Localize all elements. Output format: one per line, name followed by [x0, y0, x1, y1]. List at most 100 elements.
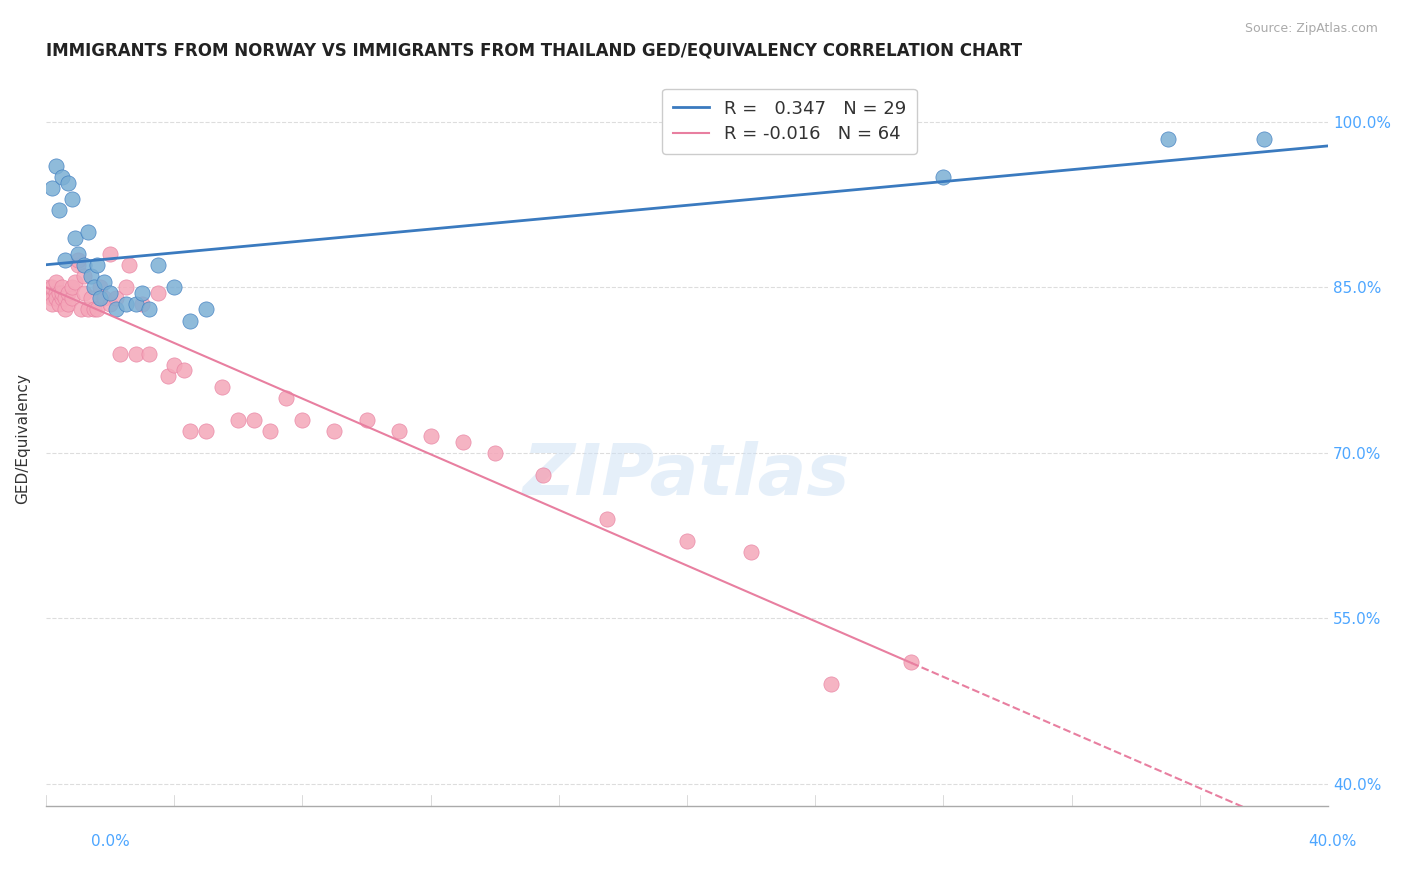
Point — [53, 292, 76, 306]
Point — [179, 424, 201, 438]
Point — [115, 280, 138, 294]
Point — [73, 285, 96, 300]
Point — [60, 280, 83, 294]
Point — [80, 292, 103, 306]
Point — [45, 285, 67, 300]
Point — [387, 424, 409, 438]
Point — [131, 297, 153, 311]
Point — [60, 192, 83, 206]
Point — [676, 534, 699, 549]
Point — [83, 302, 105, 317]
Y-axis label: GED/Equivalency: GED/Equivalency — [15, 374, 30, 505]
Point — [125, 297, 148, 311]
Point — [93, 292, 115, 306]
Point — [45, 275, 67, 289]
Point — [86, 302, 108, 317]
Point — [291, 413, 314, 427]
Point — [63, 231, 86, 245]
Point — [66, 252, 89, 267]
Point — [323, 424, 346, 438]
Point — [51, 292, 73, 306]
Point — [93, 275, 115, 289]
Point — [89, 280, 111, 294]
Point — [58, 285, 80, 300]
Point — [41, 280, 63, 294]
Point — [276, 391, 298, 405]
Point — [932, 170, 955, 185]
Point — [1253, 131, 1275, 145]
Point — [48, 203, 70, 218]
Point — [58, 297, 80, 311]
Point — [51, 170, 73, 185]
Point — [173, 363, 195, 377]
Point — [156, 368, 179, 383]
Point — [66, 247, 89, 261]
Point — [259, 424, 281, 438]
Text: IMMIGRANTS FROM NORWAY VS IMMIGRANTS FROM THAILAND GED/EQUIVALENCY CORRELATION C: IMMIGRANTS FROM NORWAY VS IMMIGRANTS FRO… — [46, 42, 1022, 60]
Point — [163, 280, 186, 294]
Point — [51, 285, 73, 300]
Point — [195, 424, 218, 438]
Point — [98, 297, 121, 311]
Point — [70, 302, 93, 317]
Point — [53, 302, 76, 317]
Point — [146, 259, 169, 273]
Point — [179, 313, 201, 327]
Point — [118, 259, 141, 273]
Point — [73, 259, 96, 273]
Point — [51, 280, 73, 294]
Point — [89, 292, 111, 306]
Point — [41, 181, 63, 195]
Point — [356, 413, 378, 427]
Point — [163, 358, 186, 372]
Point — [211, 379, 233, 393]
Point — [83, 280, 105, 294]
Point — [900, 655, 922, 669]
Point — [66, 259, 89, 273]
Point — [98, 247, 121, 261]
Text: ZIPatlas: ZIPatlas — [523, 442, 851, 510]
Point — [76, 225, 98, 239]
Text: Source: ZipAtlas.com: Source: ZipAtlas.com — [1244, 22, 1378, 36]
Point — [76, 302, 98, 317]
Legend: R =   0.347   N = 29, R = -0.016   N = 64: R = 0.347 N = 29, R = -0.016 N = 64 — [662, 89, 917, 153]
Point — [41, 297, 63, 311]
Point — [58, 176, 80, 190]
Point — [45, 159, 67, 173]
Point — [131, 285, 153, 300]
Point — [138, 346, 160, 360]
Point — [243, 413, 266, 427]
Point — [41, 292, 63, 306]
Point — [73, 269, 96, 284]
Point — [105, 292, 128, 306]
Point — [115, 297, 138, 311]
Text: 0.0%: 0.0% — [91, 834, 131, 849]
Point — [108, 346, 131, 360]
Point — [38, 285, 60, 300]
Point — [146, 285, 169, 300]
Point — [125, 346, 148, 360]
Point — [63, 275, 86, 289]
Point — [48, 297, 70, 311]
Point — [138, 302, 160, 317]
Point — [596, 512, 619, 526]
Point — [820, 677, 842, 691]
Point — [45, 292, 67, 306]
Point — [484, 446, 506, 460]
Point — [531, 467, 554, 482]
Point — [1157, 131, 1180, 145]
Point — [60, 292, 83, 306]
Point — [226, 413, 249, 427]
Point — [53, 252, 76, 267]
Point — [105, 302, 128, 317]
Text: 40.0%: 40.0% — [1309, 834, 1357, 849]
Point — [38, 280, 60, 294]
Point — [98, 285, 121, 300]
Point — [195, 302, 218, 317]
Point — [80, 269, 103, 284]
Point — [86, 259, 108, 273]
Point — [740, 545, 762, 559]
Point — [419, 429, 441, 443]
Point — [451, 434, 474, 449]
Point — [48, 285, 70, 300]
